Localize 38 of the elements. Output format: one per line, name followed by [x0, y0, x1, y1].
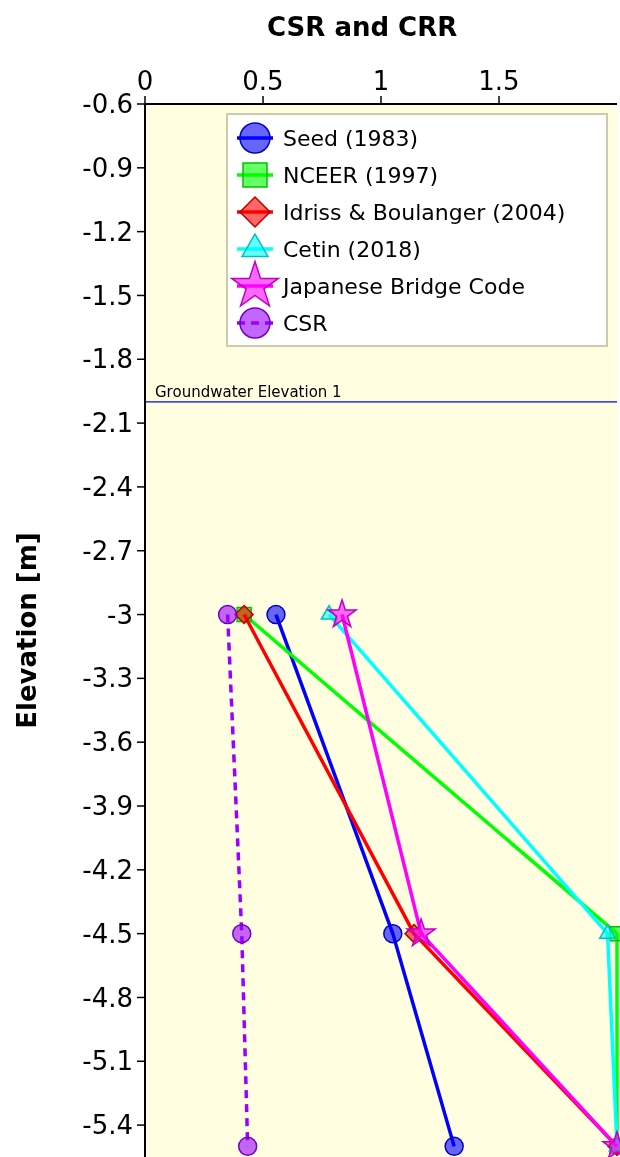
x-tick-label: 0 — [136, 66, 154, 96]
y-tick-label: -3.6 — [82, 727, 133, 758]
y-tick-label: -5.1 — [82, 1046, 133, 1077]
y-tick-label: -2.7 — [82, 535, 133, 566]
point — [232, 923, 252, 944]
legend-label: Seed (1983) — [283, 125, 419, 151]
x-tick-label: 1.5 — [478, 66, 520, 96]
y-tick-label: -3 — [107, 599, 133, 630]
y-tick-label: -3.3 — [82, 663, 133, 694]
y-tick-label: -0.9 — [82, 152, 133, 183]
point — [327, 599, 357, 628]
y-tick-label: -5.4 — [82, 1110, 133, 1141]
x-tick-label: 0.5 — [242, 66, 284, 96]
y-tick-label: -2.1 — [82, 408, 133, 439]
point — [217, 604, 238, 625]
point — [266, 604, 286, 625]
legend-label: NCEER (1997) — [283, 162, 439, 188]
legend-label: CSR — [283, 310, 328, 336]
y-tick-label: -2.4 — [82, 472, 133, 503]
y-tick-label: -1.8 — [82, 344, 133, 375]
y-axis-title: Elevation [m] — [12, 532, 42, 729]
legend-label: Idriss & Boulanger (2004) — [283, 199, 566, 225]
y-tick-label: -0.6 — [82, 89, 133, 120]
chart-title: CSR and CRR — [267, 12, 458, 42]
legend-label: Japanese Bridge Code — [281, 273, 525, 299]
y-tick-label: -3.9 — [82, 791, 133, 822]
legend-label: Cetin (2018) — [283, 236, 421, 262]
point — [444, 1136, 464, 1157]
point — [406, 918, 436, 947]
point — [383, 923, 403, 944]
x-tick-label: 1 — [372, 66, 390, 96]
y-tick-label: -4.5 — [82, 918, 133, 949]
y-tick-label: -1.5 — [82, 280, 133, 311]
ref-line-label: Groundwater Elevation 1 — [155, 382, 342, 401]
point — [237, 1136, 258, 1157]
y-tick-label: -4.8 — [82, 982, 133, 1013]
y-tick-label: -4.2 — [82, 854, 133, 885]
y-tick-label: -1.2 — [82, 216, 133, 247]
